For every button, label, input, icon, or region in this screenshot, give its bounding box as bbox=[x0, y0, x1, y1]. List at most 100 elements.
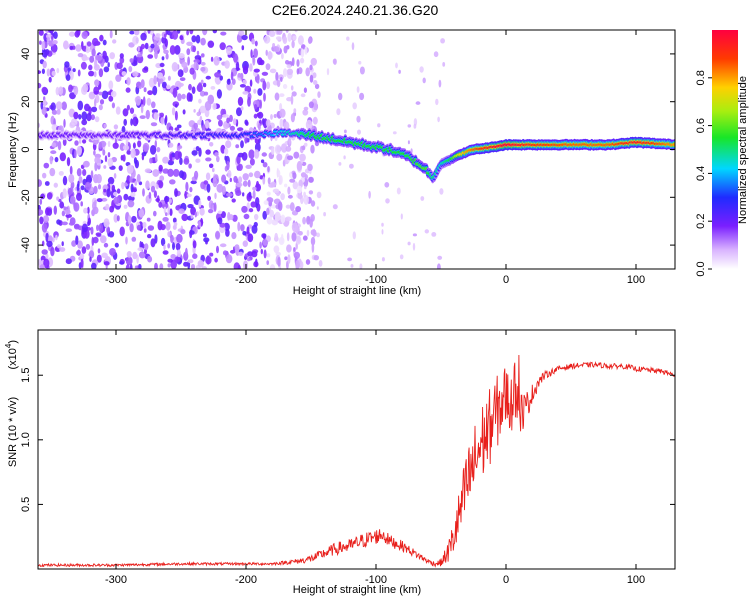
snr-series-line bbox=[38, 354, 675, 568]
heatmap-noise-cell bbox=[154, 140, 157, 148]
heatmap-noise-cell bbox=[94, 161, 98, 172]
heatmap-noise-cell bbox=[158, 180, 164, 189]
heatmap-noise-cell bbox=[187, 56, 191, 66]
heatmap-noise-cell bbox=[51, 109, 58, 115]
heatmap-noise-cell bbox=[199, 90, 206, 97]
heatmap-noise-cell bbox=[82, 169, 87, 176]
heatmap-noise-cell bbox=[176, 249, 181, 258]
heatmap-noise-cell bbox=[165, 30, 169, 35]
heatmap-noise-cell bbox=[46, 192, 53, 200]
heatmap-noise-cell bbox=[304, 46, 308, 55]
heatmap-noise-cell bbox=[300, 93, 306, 98]
heatmap-noise-cell bbox=[263, 249, 267, 259]
heatmap-noise-cell bbox=[110, 90, 117, 98]
heatmap-noise-cell bbox=[174, 188, 178, 198]
heatmap-noise-cell bbox=[82, 139, 87, 144]
heatmap-noise-cell bbox=[91, 48, 96, 57]
heatmap-noise-cell bbox=[225, 254, 233, 264]
heatmap-noise-cell bbox=[123, 182, 129, 187]
heatmap-noise-cell bbox=[217, 217, 223, 225]
x-tick-label: 100 bbox=[627, 274, 645, 286]
heatmap-noise-cell bbox=[223, 147, 229, 155]
heatmap-noise-cell bbox=[111, 184, 116, 192]
heatmap-noise-cell bbox=[159, 263, 164, 269]
heatmap-noise-cell bbox=[170, 254, 176, 259]
heatmap-noise-cell bbox=[96, 224, 100, 231]
heatmap-noise-cell bbox=[150, 43, 155, 49]
heatmap-noise-cell bbox=[190, 180, 197, 185]
heatmap-noise-cell bbox=[242, 173, 249, 181]
heatmap-noise-cell bbox=[112, 39, 117, 44]
heatmap-noise-cell bbox=[336, 108, 341, 116]
heatmap-noise-cell bbox=[197, 82, 203, 92]
heatmap-noise-cell bbox=[300, 261, 304, 269]
heatmap-noise-cell bbox=[274, 92, 280, 101]
heatmap-noise-cell bbox=[143, 228, 147, 233]
heatmap-noise-cell bbox=[262, 80, 267, 91]
heatmap-noise-cell bbox=[74, 149, 77, 159]
heatmap-noise-cell bbox=[200, 66, 206, 72]
heatmap-noise-cell bbox=[116, 62, 123, 70]
heatmap-noise-cell bbox=[197, 260, 204, 268]
heatmap-noise-cell bbox=[289, 202, 295, 212]
heatmap-noise-cell bbox=[351, 42, 355, 51]
heatmap-noise-cell bbox=[198, 199, 202, 208]
heatmap-noise-cell bbox=[38, 70, 42, 74]
heatmap-noise-cell bbox=[284, 256, 288, 261]
heatmap-noise-cell bbox=[203, 180, 209, 185]
heatmap-noise-cell bbox=[49, 155, 53, 165]
heatmap-noise-cell bbox=[41, 223, 48, 233]
heatmap-noise-cell bbox=[77, 69, 81, 77]
heatmap-noise-cell bbox=[247, 257, 251, 262]
heatmap-noise-cell bbox=[122, 154, 126, 162]
heatmap-noise-cell bbox=[167, 243, 171, 249]
heatmap-noise-cell bbox=[127, 200, 135, 208]
heatmap-noise-cell bbox=[287, 254, 291, 264]
heatmap-noise-cell bbox=[332, 204, 338, 210]
heatmap-noise-cell bbox=[276, 153, 283, 161]
heatmap-noise-cell bbox=[56, 109, 61, 115]
heatmap-noise-cell bbox=[270, 181, 277, 188]
heatmap-noise-cell bbox=[142, 221, 147, 229]
heatmap-noise-cell bbox=[214, 72, 221, 78]
heatmap-noise-cell bbox=[138, 251, 146, 259]
heatmap-noise-cell bbox=[172, 168, 180, 177]
heatmap-noise-cell bbox=[262, 162, 268, 168]
spectrogram-y-ticks: -40 -20 0 20 40 bbox=[20, 48, 675, 253]
heatmap-noise-cell bbox=[178, 145, 183, 149]
heatmap-noise-cell bbox=[245, 164, 252, 169]
heatmap-noise-cell bbox=[242, 180, 248, 187]
heatmap-noise-cell bbox=[210, 56, 214, 62]
heatmap-noise-cell bbox=[98, 104, 103, 111]
heatmap-noise-cell bbox=[103, 261, 110, 266]
heatmap-noise-cell bbox=[251, 250, 258, 258]
heatmap-noise-cell bbox=[310, 144, 315, 154]
heatmap-noise-cell bbox=[221, 174, 227, 183]
heatmap-noise-cell bbox=[275, 36, 282, 41]
heatmap-noise-cell bbox=[291, 57, 295, 67]
heatmap-noise-cell bbox=[286, 155, 294, 161]
heatmap-noise-cell bbox=[240, 224, 245, 232]
heatmap-noise-cell bbox=[51, 35, 54, 41]
heatmap-noise-cell bbox=[139, 115, 146, 119]
heatmap-noise-cell bbox=[155, 184, 159, 190]
heatmap-noise-cell bbox=[129, 58, 134, 63]
heatmap-noise-cell bbox=[165, 221, 171, 231]
heatmap-noise-cell bbox=[291, 232, 297, 242]
heatmap-noise-cell bbox=[109, 248, 116, 256]
heatmap-noise-cell bbox=[228, 214, 234, 221]
heatmap-noise-cell bbox=[240, 72, 244, 80]
heatmap-noise-cell bbox=[266, 81, 271, 90]
heatmap-noise-cell bbox=[88, 250, 95, 259]
heatmap-noise-cell bbox=[213, 56, 220, 66]
heatmap-noise-cell bbox=[184, 190, 187, 200]
heatmap-noise-cell bbox=[68, 173, 75, 184]
snr-y-multiplier-label: (x104) bbox=[4, 340, 19, 370]
heatmap-noise-cell bbox=[132, 35, 139, 45]
heatmap-noise-cell bbox=[276, 79, 281, 88]
heatmap-noise-cell bbox=[119, 261, 125, 265]
y-tick-label: -20 bbox=[20, 189, 32, 205]
heatmap-noise-cell bbox=[248, 208, 254, 213]
heatmap-noise-cell bbox=[179, 77, 186, 81]
heatmap-noise-cell bbox=[302, 109, 309, 116]
